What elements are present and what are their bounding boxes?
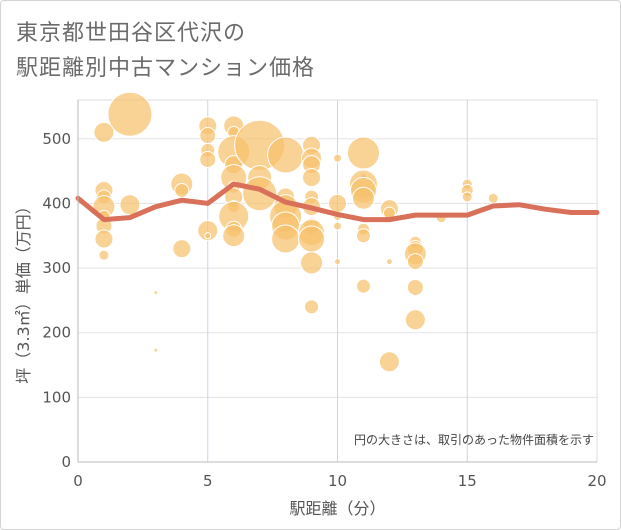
bubble-point	[328, 193, 347, 213]
axes: 0 100 200 300 400 500 0 5 10 15 20	[42, 100, 607, 490]
y-tick-label: 300	[42, 259, 71, 277]
bubbles-layer	[92, 91, 499, 373]
x-tick-label: 10	[328, 472, 347, 490]
x-tick-label: 5	[203, 472, 213, 490]
bubble-point	[93, 121, 115, 143]
bubble-point	[346, 136, 380, 170]
x-tick-label: 20	[587, 472, 606, 490]
bubble-point	[487, 192, 499, 204]
bubble-point	[461, 191, 473, 203]
bubble-point	[267, 136, 305, 174]
chart-title-line1: 東京都世田谷区代沢の	[16, 21, 247, 46]
bubble-point	[351, 186, 375, 210]
bubble-point	[404, 309, 426, 331]
bubble-point	[406, 253, 424, 271]
chart-title-line2: 駅距離別中古マンション価格	[16, 56, 316, 81]
trend-line-layer	[75, 181, 600, 223]
y-tick-label: 400	[42, 194, 71, 212]
y-tick-label: 500	[42, 130, 71, 148]
bubble-point	[300, 251, 324, 275]
y-axis-label: 坪（3.3㎡）単価（万円）	[14, 198, 33, 383]
bubble-point	[197, 220, 219, 242]
size-note: 円の大きさは、取引のあった物件面積を示す	[354, 432, 594, 447]
x-tick-label: 0	[73, 472, 83, 490]
bubble-point	[119, 194, 141, 216]
bubble-point	[271, 224, 301, 254]
bubble-point	[333, 153, 342, 163]
bubble-point	[333, 221, 342, 231]
bubble-point	[172, 239, 192, 259]
bubble-point	[199, 150, 217, 168]
bubble-point	[334, 258, 341, 266]
bubble-point	[153, 290, 159, 296]
bubble-point	[385, 258, 393, 266]
bubble-point	[355, 228, 371, 244]
bubble-point	[174, 183, 190, 198]
bubble-point	[94, 229, 114, 249]
bubble-point	[304, 299, 320, 315]
y-tick-label: 100	[42, 388, 71, 406]
bubble-point	[302, 168, 322, 188]
x-tick-label: 15	[458, 472, 477, 490]
bubble-point	[378, 351, 400, 373]
bubble-point	[222, 224, 246, 248]
bubble-point	[355, 278, 371, 294]
bubble-point	[199, 127, 217, 145]
average-price-line	[75, 181, 600, 223]
bubble-point	[98, 249, 110, 261]
bubble-point	[153, 347, 159, 353]
y-tick-label: 200	[42, 324, 71, 342]
bubble-point	[204, 232, 212, 240]
bubble-point	[406, 278, 424, 296]
y-tick-label: 0	[61, 453, 71, 471]
grid-lines	[77, 99, 598, 463]
chart-title: 東京都世田谷区代沢の 駅距離別中古マンション価格	[16, 16, 315, 86]
bubble-point	[298, 225, 326, 253]
bubble-point	[107, 91, 153, 137]
x-axis-label: 駅距離（分）	[289, 499, 385, 518]
